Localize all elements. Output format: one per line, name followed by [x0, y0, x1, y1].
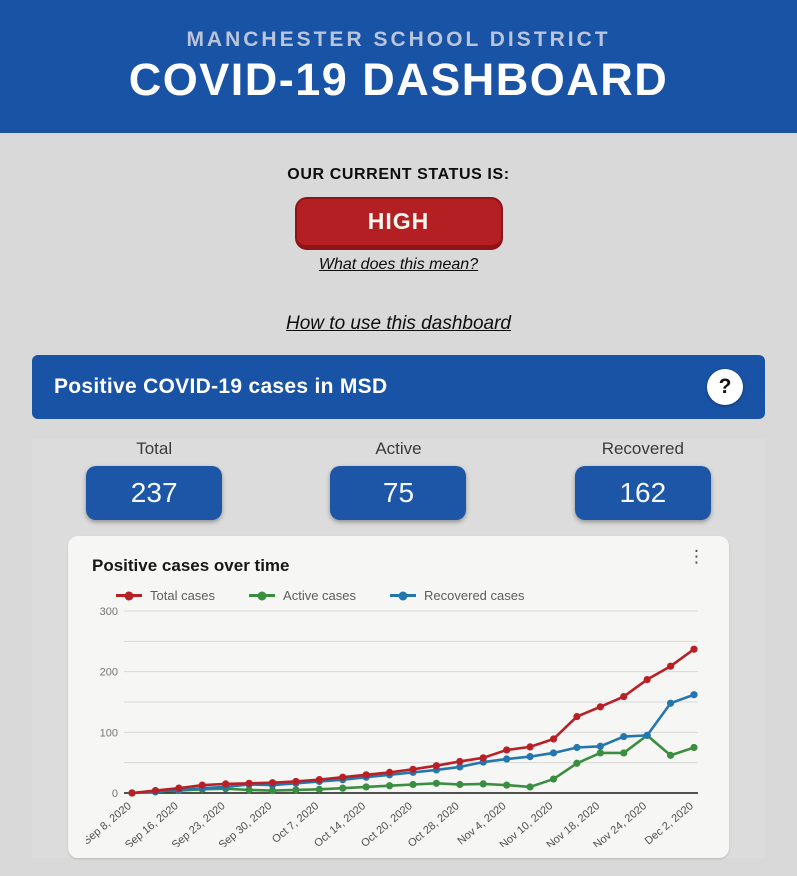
data-point	[643, 731, 651, 739]
data-point	[339, 773, 347, 781]
chart-menu-icon[interactable]: ⋮	[682, 549, 711, 566]
data-point	[151, 786, 160, 795]
legend-marker-recovered-icon	[390, 591, 417, 600]
data-point	[268, 786, 277, 795]
legend-item-recovered: Recovered cases	[390, 588, 524, 603]
data-point	[666, 662, 675, 670]
data-point	[456, 763, 464, 771]
x-tick-label: Dec 2, 2020	[643, 800, 696, 847]
data-point	[573, 712, 581, 721]
data-point	[690, 743, 698, 752]
legend-marker-active-icon	[249, 591, 276, 600]
stat-active-label: Active	[375, 439, 422, 458]
data-point	[666, 699, 675, 707]
data-point	[268, 779, 277, 787]
data-point	[292, 786, 300, 794]
data-point	[245, 786, 253, 794]
data-point	[362, 771, 370, 779]
y-tick-label: 200	[100, 667, 118, 679]
cases-section: Positive COVID-19 cases in MSD ? Total 2…	[32, 355, 765, 858]
data-point	[620, 749, 628, 757]
help-icon[interactable]: ?	[707, 369, 743, 405]
data-point	[292, 777, 300, 786]
legend-item-active: Active cases	[249, 588, 356, 603]
x-tick-label: Oct 28, 2020	[406, 800, 462, 847]
district-name: MANCHESTER SCHOOL DISTRICT	[186, 27, 611, 51]
data-point	[315, 785, 323, 793]
legend-label-recovered: Recovered cases	[424, 588, 525, 603]
legend-label-active: Active cases	[283, 588, 357, 603]
data-point	[409, 765, 417, 773]
y-tick-label: 300	[100, 606, 118, 618]
legend-marker-total-icon	[116, 591, 142, 600]
stat-recovered-label: Recovered	[601, 439, 684, 458]
cases-section-header: Positive COVID-19 cases in MSD ?	[32, 355, 765, 419]
data-point	[549, 735, 558, 743]
data-point	[620, 692, 628, 701]
stat-total-value: 237	[86, 466, 223, 520]
stat-recovered: Recovered 162	[521, 439, 765, 520]
data-point	[596, 742, 604, 750]
stat-active-value: 75	[330, 466, 467, 520]
y-tick-label: 0	[112, 788, 118, 800]
data-point	[549, 775, 558, 783]
data-point	[666, 751, 675, 759]
status-badge[interactable]: HIGH	[294, 197, 503, 250]
data-point	[690, 691, 698, 699]
data-point	[339, 784, 347, 792]
stat-active: Active 75	[276, 439, 520, 520]
data-point	[479, 780, 487, 788]
data-point	[526, 753, 534, 761]
app-header: MANCHESTER SCHOOL DISTRICT COVID-19 DASH…	[0, 0, 797, 133]
chart-card: Positive cases over time ⋮ Total cases A…	[68, 536, 729, 858]
data-point	[690, 645, 698, 653]
data-point	[503, 755, 511, 763]
series-line	[131, 693, 695, 795]
status-label: OUR CURRENT STATUS IS:	[287, 166, 510, 183]
data-point	[596, 703, 604, 711]
data-point	[245, 779, 253, 787]
stat-recovered-value: 162	[574, 466, 711, 520]
data-point	[573, 743, 581, 752]
stat-total-label: Total	[136, 439, 173, 458]
status-section: OUR CURRENT STATUS IS: HIGH What does th…	[0, 166, 797, 335]
y-tick-label: 100	[100, 727, 118, 739]
data-point	[409, 780, 417, 789]
data-point	[573, 759, 581, 767]
chart-title: Positive cases over time	[92, 556, 290, 575]
data-point	[175, 784, 183, 792]
data-point	[643, 675, 651, 684]
chart-legend: Total cases Active cases Recovered cases	[116, 588, 711, 603]
data-point	[222, 780, 230, 788]
data-point	[432, 762, 441, 770]
data-point	[479, 754, 487, 762]
cases-section-body: Total 237 Active 75 Recovered 162 Positi…	[32, 439, 765, 858]
data-point	[432, 779, 441, 787]
page-title: COVID-19 DASHBOARD	[128, 53, 669, 105]
data-point	[456, 757, 464, 766]
data-point	[362, 783, 370, 791]
stats-row: Total 237 Active 75 Recovered 162	[32, 439, 765, 520]
data-point	[128, 789, 136, 797]
stat-total: Total 237	[32, 439, 276, 520]
data-point	[385, 768, 394, 776]
data-point	[385, 782, 394, 790]
data-point	[503, 781, 511, 789]
data-point	[503, 746, 511, 754]
how-to-use-link[interactable]: How to use this dashboard	[286, 313, 511, 334]
legend-item-total: Total cases	[116, 588, 215, 603]
legend-label-total: Total cases	[150, 588, 216, 603]
cases-section-title: Positive COVID-19 cases in MSD	[54, 375, 388, 398]
status-explanation-link[interactable]: What does this mean?	[318, 256, 479, 273]
data-point	[456, 780, 464, 789]
data-point	[549, 749, 558, 757]
data-point	[315, 776, 323, 784]
data-point	[620, 732, 628, 741]
data-point	[596, 749, 604, 757]
data-point	[198, 781, 206, 789]
data-point	[526, 743, 534, 751]
data-point	[526, 783, 534, 791]
